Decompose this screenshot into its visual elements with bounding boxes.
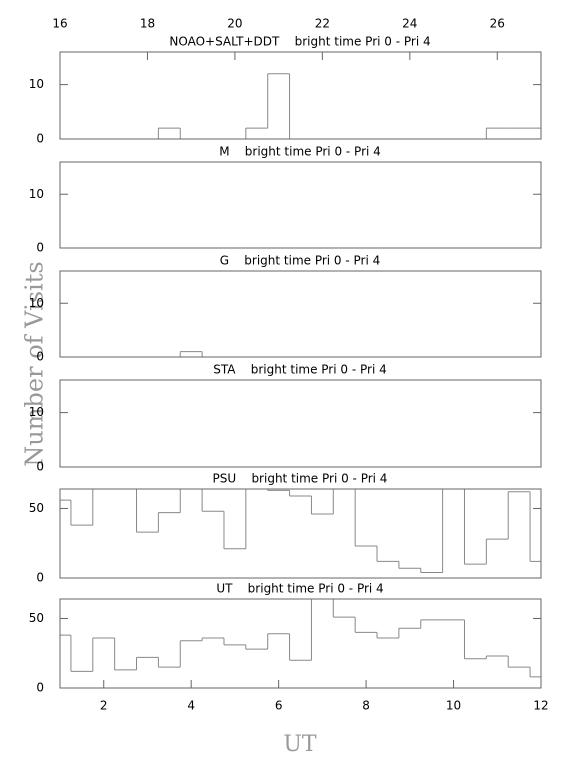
x-tick-label: 10 (446, 699, 461, 713)
x-tick-label: 8 (362, 699, 370, 713)
panel-frame (59, 51, 542, 140)
x2-tick-label: 18 (140, 17, 155, 31)
x2-tick-label: 20 (227, 17, 242, 31)
panel-title: UT bright time Pri 0 - Pri 4 (216, 582, 383, 596)
y-tick-label: 0 (36, 241, 44, 255)
y-tick-label: 50 (29, 611, 44, 625)
panel-title: NOAO+SALT+DDT bright time Pri 0 - Pri 4 (169, 35, 430, 49)
y-tick-label: 10 (29, 77, 44, 91)
x2-tick-label: 22 (315, 17, 330, 31)
histogram (60, 73, 541, 139)
panel-frame (59, 379, 542, 468)
panel-frame (59, 488, 542, 579)
y-tick-label: 50 (29, 501, 44, 515)
x2-tick-label: 16 (52, 17, 67, 31)
panel-title: STA bright time Pri 0 - Pri 4 (213, 363, 386, 377)
x2-tick-label: 26 (490, 17, 505, 31)
x-tick-label: 12 (533, 699, 548, 713)
y-tick-label: 0 (36, 460, 44, 474)
y-tick-label: 10 (29, 296, 44, 310)
histogram (60, 351, 541, 357)
y-tick-label: 0 (36, 132, 44, 146)
y-tick-label: 0 (36, 350, 44, 364)
y-axis-label: Number of Visits (21, 261, 49, 466)
panel-frame (59, 270, 542, 358)
x-axis-label: UT (283, 732, 317, 757)
panel-title: M bright time Pri 0 - Pri 4 (219, 145, 381, 159)
x-tick-label: 2 (100, 699, 108, 713)
histogram (60, 489, 541, 573)
x-tick-label: 6 (275, 699, 283, 713)
panel-title: G bright time Pri 0 - Pri 4 (220, 254, 381, 268)
x2-tick-label: 24 (402, 17, 417, 31)
y-tick-label: 0 (36, 681, 44, 695)
panel-title: PSU bright time Pri 0 - Pri 4 (213, 472, 388, 486)
y-tick-label: 0 (36, 571, 44, 585)
histogram (60, 599, 541, 678)
panel-frame (59, 598, 542, 689)
y-tick-label: 10 (29, 187, 44, 201)
panel-frame (59, 161, 542, 249)
y-tick-label: 10 (29, 405, 44, 419)
x-tick-label: 4 (187, 699, 195, 713)
